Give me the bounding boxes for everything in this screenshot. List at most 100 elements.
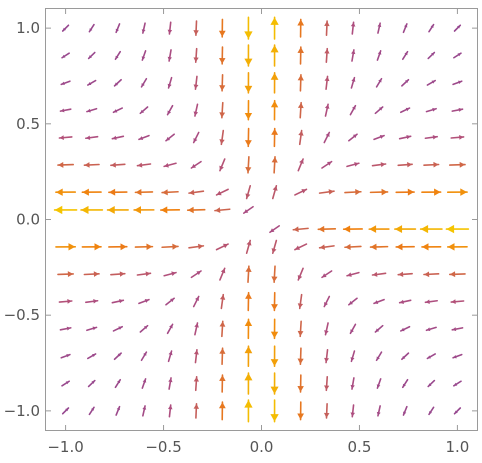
- vector-arrow: [111, 299, 125, 304]
- vector-arrow: [86, 353, 97, 360]
- vector-arrow: [297, 73, 304, 92]
- vector-arrow: [323, 295, 331, 308]
- vector-arrow: [377, 22, 382, 34]
- vector-arrow: [324, 349, 330, 364]
- vector-arrow: [167, 350, 173, 363]
- vector-arrow: [60, 80, 71, 86]
- vector-arrow: [136, 162, 152, 168]
- vector-arrow: [161, 243, 179, 250]
- y-tick-label: 0.0: [16, 211, 40, 229]
- vector-arrow: [133, 206, 155, 214]
- vector-arrow: [141, 22, 146, 34]
- vector-arrow: [219, 347, 226, 366]
- vector-arrow: [271, 127, 279, 148]
- vector-arrow: [427, 51, 436, 60]
- vector-arrow: [60, 353, 71, 359]
- vector-arrow: [270, 372, 279, 395]
- vector-arrow: [297, 158, 304, 172]
- vector-arrow: [369, 243, 389, 251]
- vector-arrow: [141, 378, 147, 389]
- x-tick-label: 0.5: [348, 438, 372, 456]
- vector-arrow: [399, 325, 411, 332]
- vector-arrow: [374, 106, 384, 115]
- vector-arrow: [324, 75, 330, 90]
- vector-arrow: [81, 188, 102, 196]
- vector-arrow: [324, 103, 330, 117]
- plot-frame: [45, 8, 478, 431]
- vector-arrow: [140, 351, 148, 362]
- vector-arrow: [167, 76, 173, 89]
- vector-arrow: [245, 184, 252, 200]
- vector-arrow: [450, 134, 465, 140]
- vector-arrow: [395, 243, 415, 251]
- vector-arrow: [186, 206, 206, 214]
- vector-arrow: [110, 162, 126, 168]
- vector-arrow: [426, 79, 437, 86]
- vector-arrow: [271, 239, 278, 255]
- vector-arrow: [165, 297, 175, 306]
- vector-arrow: [350, 21, 356, 35]
- vector-arrow: [346, 271, 360, 277]
- vector-arrow: [138, 298, 150, 305]
- vector-arrow: [318, 244, 335, 250]
- vector-arrow: [188, 243, 205, 250]
- vector-arrow: [342, 225, 363, 233]
- vector-arrow: [111, 135, 125, 140]
- vector-arrow: [349, 104, 357, 116]
- vector-arrow: [448, 161, 466, 168]
- vector-arrow: [399, 107, 411, 114]
- vector-arrow: [270, 44, 279, 67]
- vector-arrow: [219, 267, 226, 281]
- vector-arrow: [244, 71, 253, 94]
- vector-arrow: [451, 107, 464, 112]
- vector-arrow: [166, 323, 174, 335]
- vector-arrow: [351, 49, 356, 62]
- vector-arrow: [297, 401, 305, 421]
- vector-arrow: [244, 399, 253, 423]
- vector-arrow: [112, 107, 124, 114]
- vector-arrow: [110, 271, 126, 277]
- vector-arrow: [219, 293, 226, 310]
- vector-arrow: [373, 134, 385, 141]
- vector-arrow: [193, 20, 199, 37]
- vector-arrow: [139, 106, 149, 115]
- vector-arrow: [324, 375, 330, 392]
- vector-arrow: [85, 299, 99, 304]
- vector-arrow: [297, 46, 304, 65]
- vector-arrow: [270, 99, 279, 121]
- vector-arrow: [161, 189, 179, 196]
- x-tick-label: −0.5: [145, 438, 181, 456]
- vector-arrow: [81, 243, 102, 251]
- vector-arrow: [297, 101, 304, 119]
- vector-arrow: [114, 378, 122, 389]
- vector-arrow: [219, 374, 226, 393]
- vector-arrow: [193, 103, 199, 117]
- vector-arrow: [451, 327, 464, 332]
- vector-arrow: [397, 162, 413, 168]
- vector-arrow: [425, 107, 437, 113]
- vector-arrow: [297, 267, 304, 281]
- vector-arrow: [270, 16, 279, 40]
- vector-arrow: [86, 107, 98, 113]
- vector-arrow: [428, 23, 435, 33]
- vector-arrow: [113, 78, 122, 87]
- vector-arrow: [243, 205, 254, 214]
- vector-arrow: [323, 402, 330, 419]
- vector-arrow: [55, 243, 77, 251]
- vector-arrow: [215, 243, 229, 251]
- vector-arrow: [298, 129, 304, 146]
- vector-arrow: [219, 101, 226, 119]
- vector-arrow: [106, 205, 129, 214]
- vector-arrow: [138, 134, 150, 141]
- vector-arrow: [376, 405, 381, 417]
- vector-arrow: [376, 50, 382, 61]
- vector-arrow: [134, 188, 154, 196]
- vector-arrow: [244, 345, 253, 368]
- vector-arrow: [317, 225, 337, 233]
- vector-arrow: [374, 324, 384, 333]
- vector-arrow: [453, 24, 462, 32]
- vector-arrow: [294, 243, 308, 251]
- vector-arrow: [113, 352, 122, 361]
- vector-arrow: [134, 243, 154, 251]
